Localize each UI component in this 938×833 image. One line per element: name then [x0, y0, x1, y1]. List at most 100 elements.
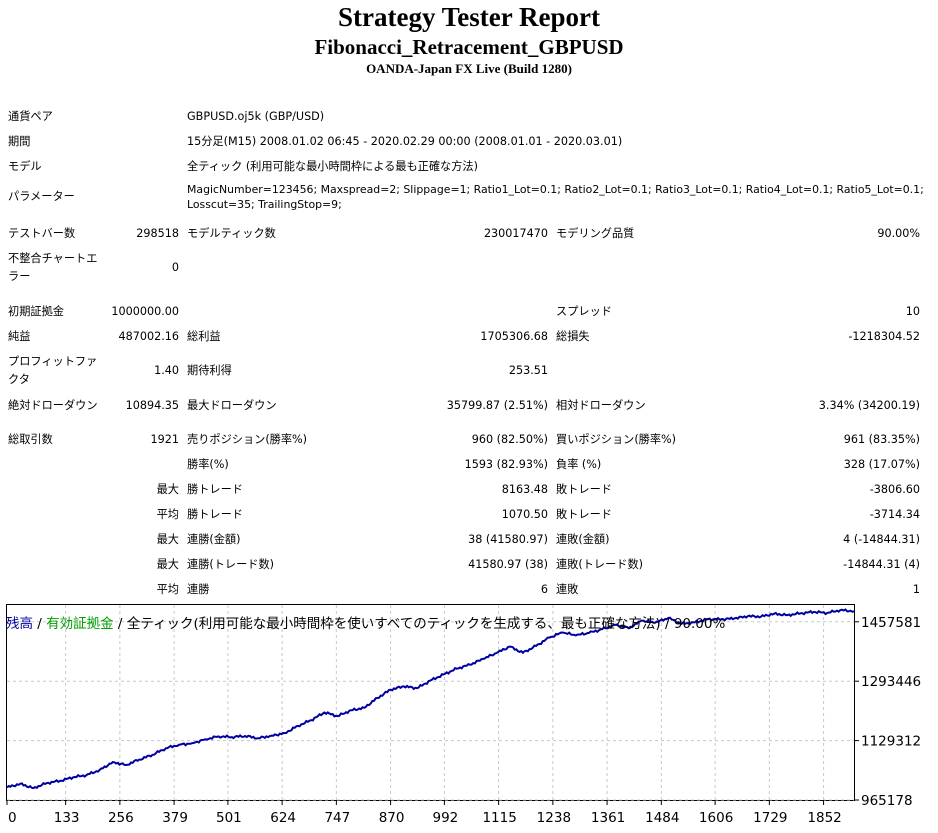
deposit-value: 1000000.00: [111, 305, 179, 318]
rel-drawdown-value: 3.34% (34200.19): [818, 399, 920, 412]
legend-separator: /: [33, 616, 47, 632]
short-positions-label: 売りポジション(勝率%): [187, 433, 308, 446]
profit-factor-label-line2: クタ: [8, 373, 30, 386]
max-consec-profit-prefix: 最大: [156, 558, 179, 571]
spread-label: スプレッド: [556, 305, 612, 318]
ea-name: Fibonacci_Retracement_GBPUSD: [314, 35, 624, 59]
y-tick-label: 1293446: [861, 674, 921, 690]
mismatch-value: 0: [171, 261, 179, 274]
x-tick-label: 1115: [482, 810, 516, 826]
period-label: 期間: [8, 135, 31, 148]
total-trades-label: 総取引数: [8, 433, 53, 446]
period-value: 15分足(M15) 2008.01.02 06:45 - 2020.02.29 …: [187, 135, 623, 148]
avg-consec-losses-label: 連敗: [556, 583, 579, 596]
max-consec-losses-label: 連敗(金額): [556, 533, 610, 546]
gross-profit-value: 1705306.68: [480, 330, 548, 343]
gross-loss-value: -1218304.52: [848, 330, 920, 343]
average-prefix: 平均: [156, 508, 179, 521]
bars-label: テストバー数: [8, 227, 76, 240]
largest-profit-label: 勝トレード: [187, 483, 243, 496]
max-drawdown-label: 最大ドローダウン: [187, 399, 277, 412]
profit-factor-label-line1: プロフィットファ: [8, 355, 98, 368]
x-tick-label: 624: [270, 810, 296, 826]
quality-value: 90.00%: [877, 227, 920, 240]
report-title: Strategy Tester Report: [338, 2, 600, 32]
abs-drawdown-value: 10894.35: [125, 399, 179, 412]
spread-value: 10: [905, 305, 920, 318]
max-consec-loss-label: 連敗(トレード数): [556, 558, 644, 571]
loss-trades-label: 負率 (%): [556, 458, 602, 471]
profit-trades-value: 1593 (82.93%): [464, 458, 548, 471]
parameters-line2: Losscut=35; TrailingStop=9;: [187, 198, 342, 211]
max-consec-profit-value: 41580.97 (38): [468, 558, 548, 571]
symbol-value: GBPUSD.oj5k (GBP/USD): [187, 110, 325, 123]
net-profit-value: 487002.16: [118, 330, 180, 343]
parameters-label: パラメーター: [8, 190, 75, 203]
gross-loss-label: 総損失: [556, 330, 590, 343]
y-tick-label: 965178: [861, 793, 913, 809]
long-positions-value: 961 (83.35%): [843, 433, 920, 446]
symbol-label: 通貨ペア: [8, 110, 53, 123]
largest-prefix: 最大: [156, 483, 179, 496]
largest-profit-value: 8163.48: [501, 483, 548, 496]
x-tick-label: 992: [432, 810, 458, 826]
average-profit-label: 勝トレード: [187, 508, 243, 521]
quality-label: モデリング品質: [556, 227, 635, 240]
x-tick-label: 1729: [753, 810, 787, 826]
expected-payoff-label: 期待利得: [187, 364, 232, 377]
chart-lines: [6, 608, 855, 790]
expected-payoff-value: 253.51: [508, 364, 548, 377]
x-tick-label: 379: [162, 810, 188, 826]
x-tick-label: 256: [108, 810, 134, 826]
ticks-value: 230017470: [483, 227, 548, 240]
abs-drawdown-label: 絶対ドローダウン: [8, 399, 98, 412]
average-loss-label: 敗トレード: [556, 508, 612, 521]
model-value: 全ティック (利用可能な最小時間枠による最も正確な方法): [187, 160, 478, 173]
x-tick-label: 1361: [591, 810, 625, 826]
mismatch-label-line1: 不整合チャートエ: [8, 252, 98, 265]
short-positions-value: 960 (82.50%): [471, 433, 548, 446]
x-tick-label: 747: [324, 810, 350, 826]
server-name: OANDA-Japan FX Live (Build 1280): [366, 61, 572, 76]
long-positions-label: 買いポジション(勝率%): [556, 433, 677, 446]
legend-balance: 残高: [6, 616, 33, 632]
x-tick-label: 1852: [807, 810, 841, 826]
y-axis-ticks: 1457581 1293446 1129312 965178: [854, 615, 921, 809]
largest-loss-value: -3806.60: [869, 483, 920, 496]
parameters-line1: MagicNumber=123456; Maxspread=2; Slippag…: [187, 183, 924, 196]
model-label: モデル: [8, 160, 42, 173]
max-consec-losses-value: 4 (-14844.31): [843, 533, 920, 546]
balance-line: [6, 608, 855, 790]
balance-chart: 0 133 256 379 501 624 747 870 992 1115 1238 1361 148…: [6, 604, 932, 830]
x-tick-label: 501: [216, 810, 242, 826]
largest-loss-label: 敗トレード: [556, 483, 612, 496]
x-tick-label: 1606: [699, 810, 733, 826]
deposit-label: 初期証拠金: [8, 305, 64, 318]
x-tick-label: 1238: [537, 810, 571, 826]
average-loss-value: -3714.34: [869, 508, 920, 521]
average-profit-value: 1070.50: [501, 508, 548, 521]
avg-consec-wins-label: 連勝: [187, 583, 210, 596]
x-tick-label: 0: [8, 810, 17, 826]
chart-plot-frame: [6, 604, 855, 801]
avg-consec-prefix: 平均: [156, 583, 179, 596]
net-profit-label: 純益: [8, 330, 31, 343]
max-consec-profit-label: 連勝(トレード数): [187, 558, 275, 571]
legend-model-text: / 全ティック(利用可能な最小時間枠を使いすべてのティックを生成する、最も正確な…: [113, 616, 726, 632]
avg-consec-wins-value: 6: [540, 583, 548, 596]
gross-profit-label: 総利益: [187, 330, 221, 343]
profit-factor-value: 1.40: [154, 364, 179, 377]
y-tick-label: 1457581: [861, 615, 921, 631]
chart-legend: 残高 / 有効証拠金 / 全ティック(利用可能な最小時間枠を使いすべてのティック…: [6, 612, 725, 632]
y-tick-label: 1129312: [861, 734, 921, 750]
rel-drawdown-label: 相対ドローダウン: [556, 399, 646, 412]
max-consec-wins-value: 38 (41580.97): [468, 533, 548, 546]
max-consec-wins-label: 連勝(金額): [187, 533, 241, 546]
avg-consec-losses-value: 1: [912, 583, 920, 596]
x-tick-label: 870: [379, 810, 405, 826]
max-consec-wins-prefix: 最大: [156, 533, 179, 546]
balance-chart-svg: 0 133 256 379 501 624 747 870 992 1115 1238 1361 148…: [6, 604, 921, 826]
ticks-label: モデルティック数: [187, 227, 276, 240]
total-trades-value: 1921: [150, 433, 179, 446]
chart-grid: [7, 605, 854, 801]
